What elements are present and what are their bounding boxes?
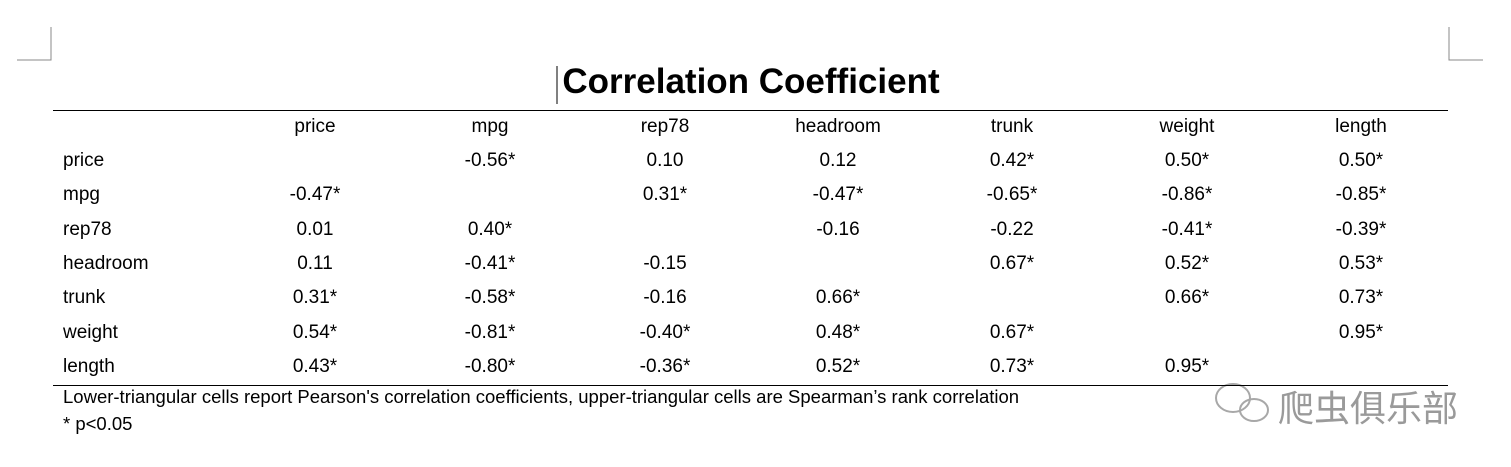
row-header: mpg	[63, 184, 100, 206]
footnote: * p<0.05	[63, 413, 133, 434]
column-header: price	[294, 116, 336, 137]
row-header: headroom	[63, 252, 149, 274]
corner-mark	[17, 27, 52, 61]
row-header: rep78	[63, 218, 112, 240]
table-cell: -0.80*	[464, 355, 516, 377]
watermark: 爬虫俱乐部	[1278, 389, 1459, 430]
wechat-icon	[1215, 383, 1269, 422]
table-cell: 0.52*	[815, 355, 861, 377]
table-cell: 0.31*	[642, 184, 688, 206]
table-bottom-rule	[53, 385, 1448, 386]
column-header: length	[1335, 116, 1387, 137]
table-cell: -0.16	[816, 218, 860, 240]
column-header: rep78	[640, 116, 690, 137]
footnote: Lower-triangular cells report Pearson's …	[63, 386, 1020, 407]
table-cell: -0.16	[643, 287, 687, 309]
column-header: weight	[1159, 116, 1215, 137]
table-cell: -0.41*	[1161, 218, 1213, 240]
table-cell: 0.67*	[989, 321, 1035, 343]
table-cell: -0.47*	[289, 184, 341, 206]
table-cell: 0.50*	[1338, 150, 1384, 171]
table-cell: 0.12	[819, 150, 857, 171]
table-cell: 0.66*	[1164, 287, 1210, 309]
table-cell: -0.39*	[1335, 218, 1387, 240]
table-cell: 0.73*	[989, 355, 1035, 377]
table-cell: 0.50*	[1164, 150, 1210, 171]
table-cell: 0.53*	[1338, 252, 1384, 274]
table-cell: 0.42*	[989, 150, 1035, 171]
table-cell: -0.40*	[639, 321, 691, 343]
table-cell: -0.56*	[464, 150, 516, 171]
table-cell: -0.15	[643, 252, 687, 274]
table-cell: 0.40*	[467, 218, 513, 240]
table-cell: -0.36*	[639, 355, 691, 377]
table-cell: 0.43*	[292, 355, 338, 377]
row-header: trunk	[63, 287, 106, 309]
column-header: mpg	[471, 116, 509, 137]
table-cell: 0.66*	[815, 287, 861, 309]
table-cell: -0.81*	[464, 321, 516, 343]
table-cell: 0.67*	[989, 252, 1035, 274]
table-cell: 0.01	[296, 218, 334, 240]
row-header: weight	[63, 321, 118, 343]
table-cell: -0.86*	[1161, 184, 1213, 206]
corner-mark	[1448, 27, 1483, 61]
column-header: trunk	[990, 116, 1034, 137]
table-top-rule	[53, 110, 1448, 111]
table-cell: -0.22	[990, 218, 1034, 240]
column-header: headroom	[795, 116, 881, 137]
table-cell: -0.58*	[464, 287, 516, 309]
document-title: Correlation Coefficient	[562, 62, 940, 101]
table-cell: -0.65*	[986, 184, 1038, 206]
table-cell: -0.85*	[1335, 184, 1387, 206]
table-cell: 0.31*	[292, 287, 338, 309]
table-cell: 0.73*	[1338, 287, 1384, 309]
row-header: length	[63, 355, 115, 377]
table-cell: 0.52*	[1164, 252, 1210, 274]
table-cell: -0.41*	[464, 252, 516, 274]
table-cell: -0.47*	[812, 184, 864, 206]
table-cell: 0.48*	[815, 321, 861, 343]
table-cell: 0.95*	[1338, 321, 1384, 343]
table-cell: 0.54*	[292, 321, 338, 343]
table-cell: 0.95*	[1164, 355, 1210, 377]
table-cell: 0.10	[646, 150, 684, 171]
table-cell: 0.11	[297, 252, 333, 274]
row-header: price	[63, 150, 105, 171]
